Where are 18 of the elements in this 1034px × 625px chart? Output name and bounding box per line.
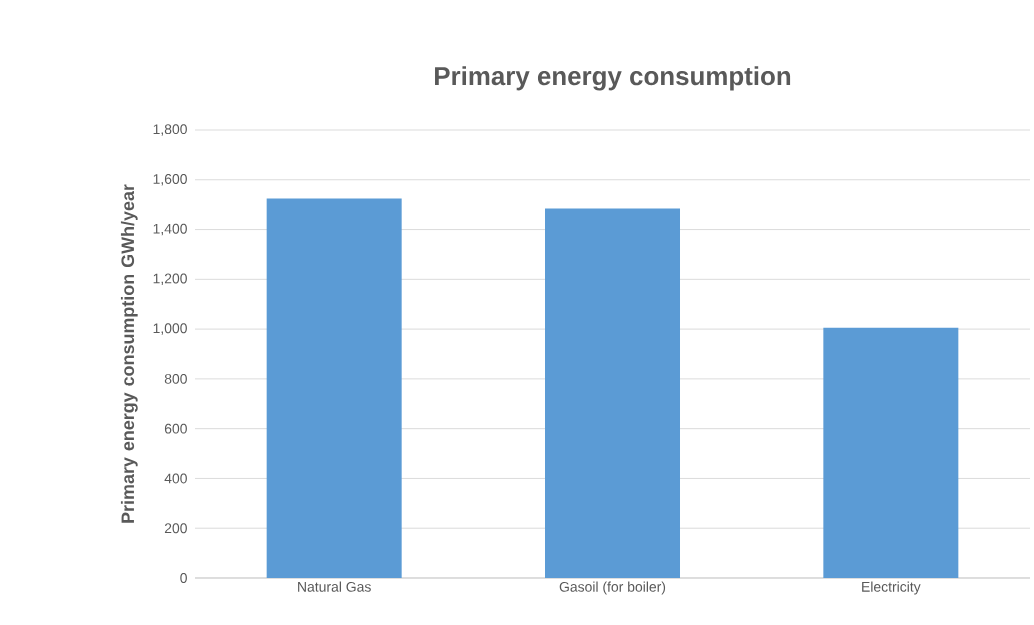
y-tick-label: 600 — [164, 423, 187, 434]
x-tick-label: Gasoil (for boiler) — [559, 581, 666, 595]
y-tick-label: 800 — [164, 373, 187, 384]
x-tick-label: Electricity — [862, 581, 921, 595]
y-tick-label: 1,800 — [153, 124, 187, 136]
bar — [823, 327, 959, 578]
y-tick-label: 1,200 — [153, 273, 187, 286]
y-tick-label: 1,000 — [153, 323, 187, 335]
bar — [266, 198, 402, 578]
y-tick-label: 0 — [180, 573, 187, 583]
y-tick-label: 1,400 — [153, 223, 187, 236]
y-tick-label: 400 — [164, 473, 187, 484]
x-tick-label: Natural Gas — [298, 581, 371, 592]
chart-title: Primary energy consumption — [435, 66, 791, 91]
y-axis-title: Primary energy consumption GWh/year — [120, 184, 138, 523]
bar — [545, 208, 680, 578]
y-tick-label: 200 — [164, 523, 187, 534]
y-tick-label: 1,600 — [153, 174, 187, 186]
